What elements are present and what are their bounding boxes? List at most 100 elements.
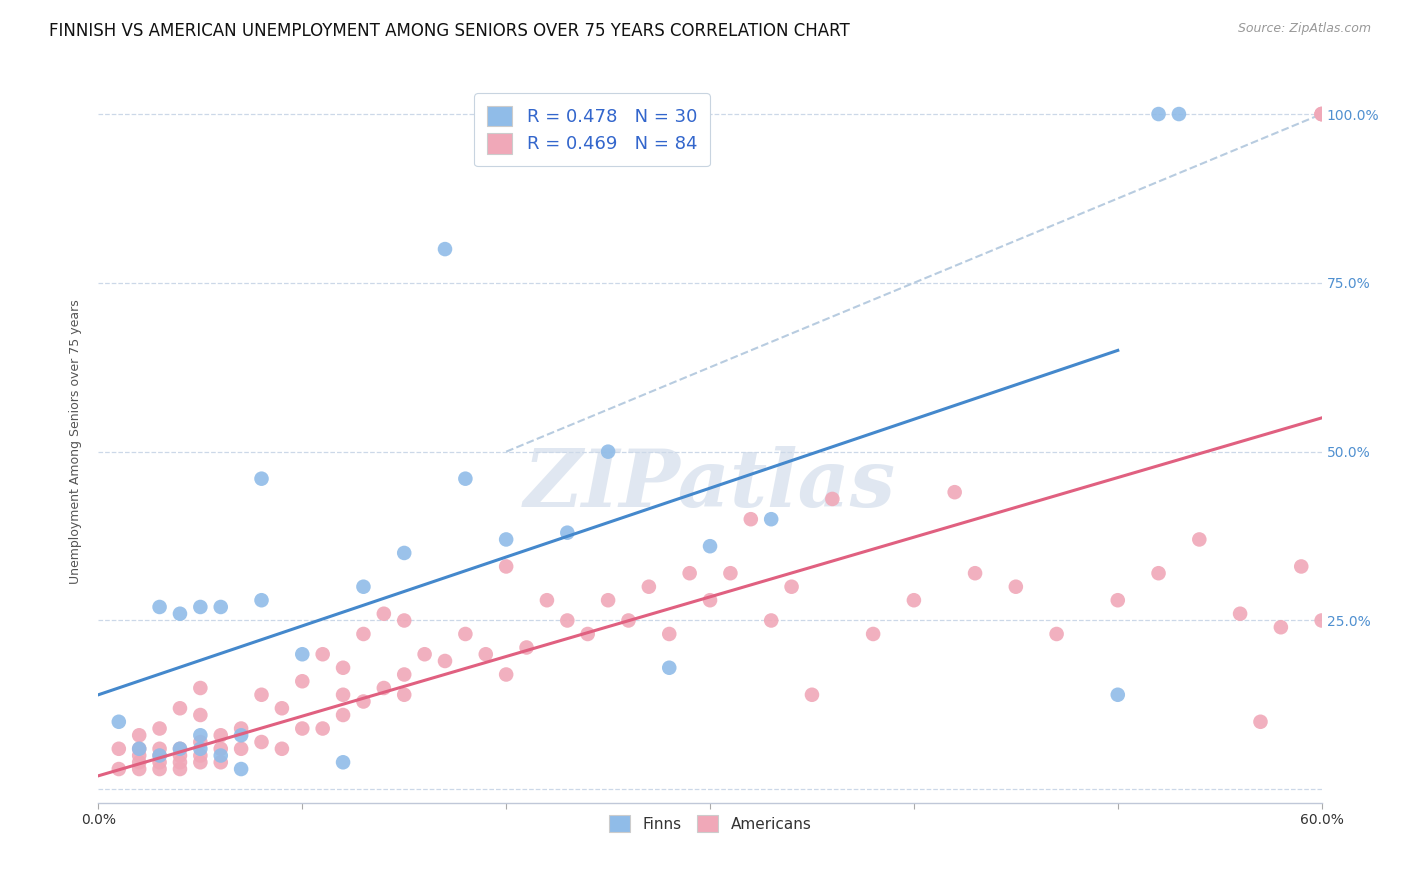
Point (188, 735, 212, 749)
Point (128, 748, 150, 763)
Point (740, 512, 762, 526)
Point (188, 756, 212, 770)
Point (291, 674, 314, 689)
Point (188, 681, 212, 695)
Point (149, 722, 172, 736)
Point (454, 627, 477, 641)
Point (761, 614, 783, 628)
Point (209, 728, 232, 742)
Point (291, 722, 314, 736)
Point (332, 708, 354, 723)
Point (434, 242, 457, 256)
Point (149, 756, 172, 770)
Point (149, 748, 172, 763)
Point (1291, 559, 1313, 574)
Point (169, 741, 191, 756)
Point (495, 533, 517, 547)
Point (392, 667, 416, 681)
Point (679, 566, 702, 581)
Point (965, 566, 987, 581)
Point (149, 599, 172, 614)
Point (169, 748, 191, 763)
Point (188, 728, 212, 742)
Point (1270, 620, 1292, 634)
Point (1045, 627, 1069, 641)
Point (617, 614, 640, 628)
Point (1310, 107, 1333, 121)
Point (312, 722, 335, 736)
Point (209, 599, 232, 614)
Point (169, 756, 191, 770)
Point (801, 688, 824, 702)
Point (1229, 607, 1251, 621)
Text: Source: ZipAtlas.com: Source: ZipAtlas.com (1237, 22, 1371, 36)
Point (598, 444, 620, 458)
Point (188, 748, 212, 763)
Point (373, 681, 395, 695)
Point (1310, 107, 1333, 121)
Point (903, 593, 925, 607)
Point (250, 472, 273, 486)
Point (128, 756, 150, 770)
Point (108, 741, 131, 756)
Text: ZIPatlas: ZIPatlas (524, 446, 896, 524)
Point (312, 647, 335, 661)
Point (352, 694, 374, 708)
Point (555, 614, 579, 628)
Point (231, 741, 253, 756)
Point (1188, 533, 1211, 547)
Point (250, 593, 273, 607)
Point (1147, 107, 1170, 121)
Point (128, 741, 150, 756)
Point (149, 748, 172, 763)
Point (373, 607, 395, 621)
Point (392, 688, 416, 702)
Point (392, 614, 416, 628)
Point (270, 701, 294, 715)
Point (576, 627, 599, 641)
Point (495, 559, 517, 574)
Point (332, 688, 354, 702)
Point (454, 472, 477, 486)
Point (1167, 107, 1189, 121)
Point (231, 722, 253, 736)
Legend: Finns, Americans: Finns, Americans (603, 809, 817, 838)
Point (821, 491, 844, 506)
Point (1107, 593, 1129, 607)
Point (108, 762, 131, 776)
Point (128, 728, 150, 742)
Point (209, 756, 232, 770)
Point (231, 728, 253, 742)
Point (209, 748, 232, 763)
Point (1310, 614, 1333, 628)
Point (1107, 688, 1129, 702)
Point (108, 714, 131, 729)
Point (943, 485, 966, 500)
Point (270, 741, 294, 756)
Point (699, 539, 721, 553)
Point (780, 580, 803, 594)
Point (658, 661, 681, 675)
Point (250, 735, 273, 749)
Point (413, 647, 436, 661)
Point (1004, 580, 1026, 594)
Point (637, 580, 661, 594)
Point (392, 546, 416, 560)
Point (188, 708, 212, 723)
Point (128, 741, 150, 756)
Point (862, 627, 884, 641)
Point (332, 756, 354, 770)
Point (169, 701, 191, 715)
Point (209, 741, 232, 756)
Point (699, 593, 721, 607)
Point (188, 599, 212, 614)
Point (1249, 714, 1271, 729)
Point (332, 661, 354, 675)
Point (291, 647, 314, 661)
Text: FINNISH VS AMERICAN UNEMPLOYMENT AMONG SENIORS OVER 75 YEARS CORRELATION CHART: FINNISH VS AMERICAN UNEMPLOYMENT AMONG S… (49, 22, 851, 40)
Point (658, 627, 681, 641)
Point (598, 593, 620, 607)
Point (352, 627, 374, 641)
Point (250, 688, 273, 702)
Point (761, 512, 783, 526)
